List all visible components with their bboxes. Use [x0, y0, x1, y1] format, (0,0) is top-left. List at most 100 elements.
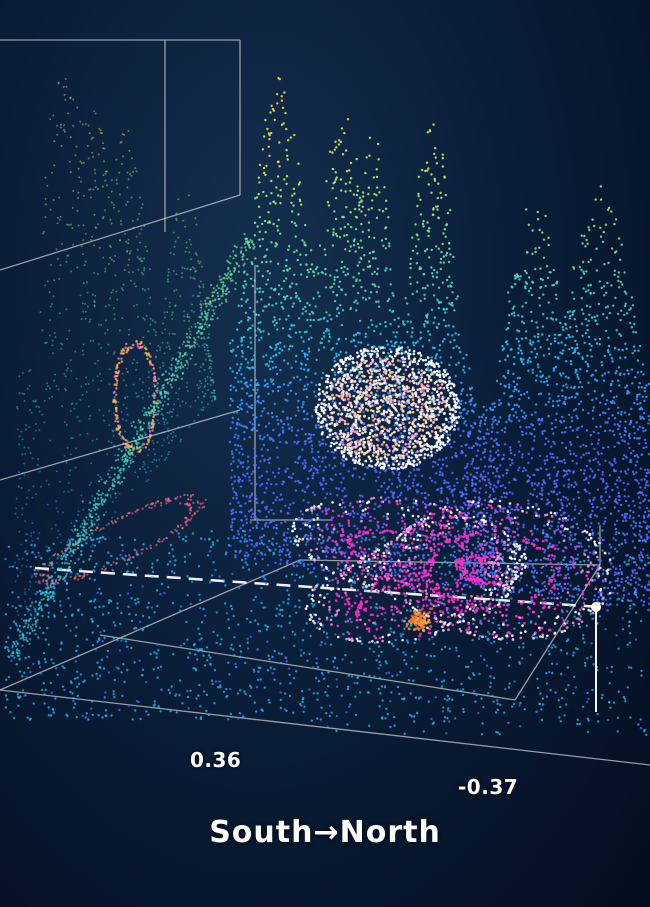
surface-point: [373, 403, 376, 406]
wall-point: [38, 405, 41, 408]
wall-point: [83, 264, 86, 267]
surface-point: [270, 192, 273, 195]
surface-point: [391, 310, 395, 313]
surface-point: [633, 533, 636, 536]
wall-point: [80, 494, 83, 497]
wall-point: [17, 558, 20, 561]
surface-point: [527, 396, 530, 400]
wall-point: [164, 418, 167, 421]
surface-point: [602, 479, 605, 483]
wall-ellipse-point: [39, 573, 42, 576]
surface-point: [435, 472, 438, 475]
wall-point: [15, 507, 18, 510]
wall-point: [209, 354, 212, 357]
surface-point: [607, 206, 611, 210]
surface-point: [443, 583, 446, 587]
surface-point: [240, 339, 243, 342]
wall-point: [70, 489, 73, 492]
surface-point: [536, 528, 539, 531]
wall-ellipse-point: [138, 450, 141, 453]
surface-point: [546, 383, 549, 387]
surface-point: [351, 474, 355, 477]
surface-point: [238, 369, 241, 372]
wall-point: [133, 358, 135, 361]
surface-point: [637, 482, 640, 485]
wall-ellipse-point: [153, 385, 156, 388]
wall-point: [194, 346, 197, 349]
surface-point: [531, 341, 535, 344]
wall-point: [80, 245, 83, 248]
surface-point: [519, 349, 523, 352]
wall-point: [112, 352, 115, 355]
surface-point: [569, 566, 573, 570]
surface-point: [592, 598, 596, 601]
surface-point: [441, 472, 444, 475]
surface-point: [313, 466, 316, 469]
surface-point: [437, 322, 440, 326]
wall-point: [198, 284, 200, 287]
wall-ellipse-point: [116, 379, 119, 382]
surface-point: [322, 331, 326, 335]
surface-point: [541, 430, 544, 433]
surface-point: [445, 581, 448, 584]
surface-point: [306, 383, 309, 386]
surface-point: [256, 287, 259, 290]
wall-ellipse-point: [185, 523, 188, 526]
wall-point: [211, 373, 214, 375]
wall-point: [112, 434, 115, 437]
surface-point: [438, 458, 441, 461]
surface-point: [548, 477, 552, 480]
surface-point: [344, 337, 348, 341]
surface-point: [453, 440, 456, 444]
surface-point: [634, 331, 638, 334]
surface-point: [235, 427, 238, 430]
surface-point: [456, 295, 459, 298]
surface-point: [271, 415, 274, 419]
surface-point: [282, 269, 285, 272]
surface-point: [611, 380, 614, 383]
surface-point: [294, 489, 298, 492]
surface-point: [409, 442, 412, 446]
wall-point: [21, 392, 24, 395]
surface-point: [251, 423, 255, 426]
wall-point: [136, 361, 139, 364]
surface-point: [585, 537, 588, 540]
surface-point: [257, 549, 260, 552]
surface-point: [324, 456, 327, 459]
surface-point: [484, 416, 488, 420]
surface-point: [486, 535, 489, 539]
surface-point: [427, 183, 430, 186]
wall-point: [138, 232, 141, 235]
wall-point: [51, 302, 53, 305]
wall-point: [31, 496, 34, 499]
surface-point: [441, 582, 445, 585]
wall-point: [209, 384, 212, 386]
surface-point: [601, 470, 604, 474]
surface-point: [647, 471, 650, 474]
surface-point: [256, 517, 259, 520]
surface-point: [566, 573, 570, 576]
surface-point: [396, 486, 399, 489]
wall-ellipse-point: [193, 511, 196, 515]
wall-point: [55, 500, 58, 503]
surface-point: [237, 530, 240, 533]
surface-point: [553, 532, 556, 535]
surface-point: [624, 515, 627, 518]
surface-point: [439, 257, 443, 261]
surface-point: [646, 583, 650, 586]
surface-point: [469, 430, 472, 433]
surface-point: [622, 589, 625, 592]
surface-point: [337, 311, 341, 315]
wall-point: [97, 359, 100, 362]
wall-point: [181, 276, 183, 279]
surface-point: [229, 388, 232, 392]
surface-point: [491, 417, 494, 420]
wall-ellipse-point: [179, 495, 182, 498]
surface-point: [539, 375, 542, 378]
wall-ellipse-point: [174, 497, 178, 500]
surface-point: [557, 404, 560, 407]
surface-point: [620, 580, 623, 584]
surface-point: [521, 589, 524, 592]
surface-point: [297, 409, 300, 412]
wall-point: [20, 617, 23, 620]
